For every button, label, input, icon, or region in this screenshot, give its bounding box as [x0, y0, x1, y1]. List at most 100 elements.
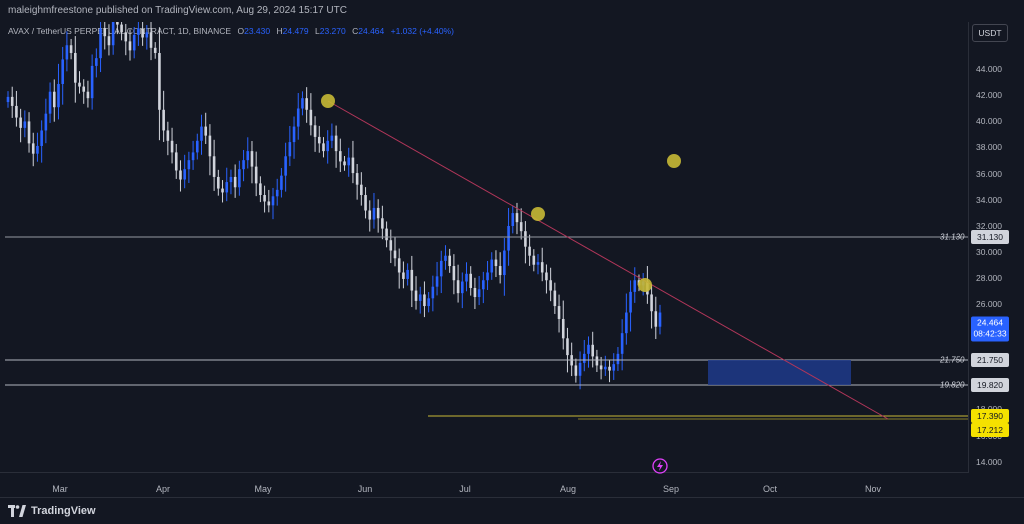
candle-body[interactable]	[540, 262, 544, 273]
candle-body[interactable]	[6, 96, 10, 103]
candle-body[interactable]	[376, 207, 380, 219]
candle-body[interactable]	[477, 289, 481, 298]
candle-body[interactable]	[616, 353, 620, 365]
candle-body[interactable]	[448, 255, 451, 267]
candle-body[interactable]	[166, 130, 170, 141]
candle-body[interactable]	[503, 250, 506, 276]
candle-body[interactable]	[254, 166, 258, 184]
candle-body[interactable]	[275, 189, 279, 197]
candle-body[interactable]	[608, 366, 611, 371]
candle-body[interactable]	[90, 65, 94, 99]
candle-body[interactable]	[145, 32, 149, 38]
candle-body[interactable]	[347, 157, 351, 166]
candle-body[interactable]	[86, 91, 90, 99]
candle-body[interactable]	[385, 228, 388, 241]
candle-body[interactable]	[288, 142, 292, 157]
currency-button[interactable]: USDT	[972, 24, 1008, 42]
candle-body[interactable]	[507, 226, 510, 251]
candle-body[interactable]	[195, 140, 199, 153]
candle-body[interactable]	[31, 143, 35, 154]
candle-body[interactable]	[444, 255, 447, 261]
price-box-19820[interactable]: 19.820	[971, 378, 1009, 392]
candle-body[interactable]	[309, 109, 313, 126]
candle-body[interactable]	[250, 151, 254, 167]
candle-body[interactable]	[629, 291, 632, 313]
demand-zone[interactable]	[708, 360, 851, 385]
candle-body[interactable]	[658, 312, 662, 327]
candle-body[interactable]	[120, 24, 123, 33]
candle-body[interactable]	[578, 362, 582, 376]
candle-body[interactable]	[99, 28, 102, 59]
candle-body[interactable]	[334, 135, 338, 152]
candle-body[interactable]	[625, 312, 628, 334]
candle-body[interactable]	[78, 82, 81, 87]
candle-body[interactable]	[27, 121, 31, 144]
candle-body[interactable]	[238, 169, 241, 188]
candle-body[interactable]	[313, 125, 317, 137]
price-chart[interactable]	[0, 22, 968, 472]
candle-body[interactable]	[280, 175, 283, 190]
candle-body[interactable]	[343, 161, 346, 166]
candle-body[interactable]	[162, 109, 165, 131]
candle-body[interactable]	[301, 98, 304, 109]
candle-body[interactable]	[519, 222, 523, 232]
candle-body[interactable]	[263, 195, 266, 202]
candle-body[interactable]	[431, 286, 435, 299]
candle-body[interactable]	[494, 259, 498, 267]
candle-body[interactable]	[305, 98, 308, 110]
candle-body[interactable]	[174, 152, 178, 171]
candle-body[interactable]	[536, 262, 540, 265]
candle-body[interactable]	[595, 356, 599, 366]
candle-body[interactable]	[10, 96, 14, 106]
candle-body[interactable]	[582, 353, 586, 363]
candle-body[interactable]	[549, 280, 552, 291]
candle-body[interactable]	[528, 246, 531, 256]
candle-body[interactable]	[435, 276, 439, 287]
candle-body[interactable]	[233, 176, 237, 188]
candle-body[interactable]	[574, 365, 578, 376]
candle-body[interactable]	[191, 152, 195, 161]
candle-body[interactable]	[465, 273, 468, 282]
candle-body[interactable]	[330, 135, 334, 141]
flash-icon[interactable]	[652, 458, 668, 474]
candle-body[interactable]	[141, 28, 144, 38]
candle-body[interactable]	[44, 113, 48, 131]
candle-body[interactable]	[15, 105, 18, 118]
candle-body[interactable]	[490, 259, 494, 273]
candle-body[interactable]	[296, 108, 300, 127]
candle-body[interactable]	[482, 280, 485, 290]
candle-body[interactable]	[515, 213, 519, 223]
candle-body[interactable]	[339, 151, 342, 162]
candle-body[interactable]	[460, 281, 464, 294]
candle-body[interactable]	[498, 266, 502, 276]
candle-body[interactable]	[158, 52, 161, 110]
candle-body[interactable]	[95, 58, 98, 66]
candle-body[interactable]	[267, 201, 271, 206]
candle-body[interactable]	[69, 45, 73, 53]
candle-body[interactable]	[61, 59, 64, 84]
candle-body[interactable]	[326, 140, 329, 152]
candle-body[interactable]	[322, 143, 325, 152]
candle-body[interactable]	[604, 366, 607, 370]
candle-body[interactable]	[532, 255, 536, 265]
candle-body[interactable]	[410, 269, 414, 291]
symbol-legend[interactable]: AVAX / TetherUS PERPETUAL CONTRACT, 1D, …	[8, 26, 454, 36]
candle-body[interactable]	[48, 91, 52, 114]
candle-body[interactable]	[633, 280, 637, 292]
candle-body[interactable]	[82, 86, 86, 92]
candle-body[interactable]	[654, 311, 658, 327]
candle-body[interactable]	[452, 266, 456, 281]
candle-body[interactable]	[107, 36, 111, 46]
candle-body[interactable]	[229, 176, 233, 183]
candle-body[interactable]	[620, 333, 624, 354]
candle-body[interactable]	[561, 318, 565, 339]
symbol-title[interactable]: AVAX / TetherUS PERPETUAL CONTRACT, 1D, …	[8, 26, 232, 36]
candle-body[interactable]	[469, 273, 473, 288]
candle-body[interactable]	[381, 218, 384, 229]
candle-body[interactable]	[74, 52, 77, 83]
marker-dot[interactable]	[531, 207, 545, 221]
candle-body[interactable]	[217, 176, 220, 189]
candle-body[interactable]	[65, 45, 69, 60]
candle-body[interactable]	[23, 121, 27, 128]
candle-body[interactable]	[402, 272, 405, 279]
